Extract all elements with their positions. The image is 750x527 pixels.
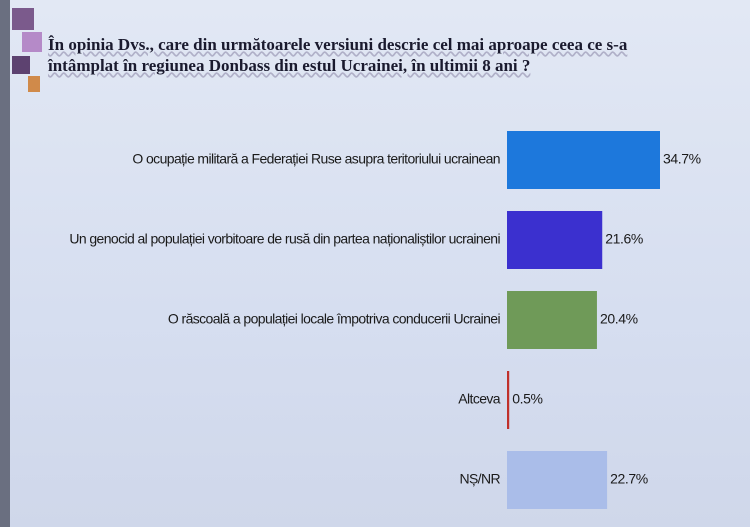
value-label: 0.5% [512,391,542,407]
bar [507,371,510,429]
bar [507,291,597,349]
left-strip [0,0,10,527]
bar [507,211,603,269]
deco [22,32,42,52]
deco [12,56,30,74]
value-label: 22.7% [610,471,648,487]
bar [507,131,660,189]
chart-title: În opinia Dvs., care din următoarele ver… [48,35,628,75]
category-label: Altceva [458,391,501,407]
category-label: O ocupație militară a Federației Ruse as… [132,151,500,167]
value-label: 20.4% [600,311,638,327]
category-label: NȘ/NR [459,471,500,487]
deco [28,76,40,92]
value-label: 21.6% [605,231,643,247]
category-label: Un genocid al populației vorbitoare de r… [69,231,500,247]
category-label: O răscoală a populației locale împotriva… [168,311,501,327]
deco [12,8,34,30]
bar [507,451,608,509]
value-label: 34.7% [663,151,701,167]
